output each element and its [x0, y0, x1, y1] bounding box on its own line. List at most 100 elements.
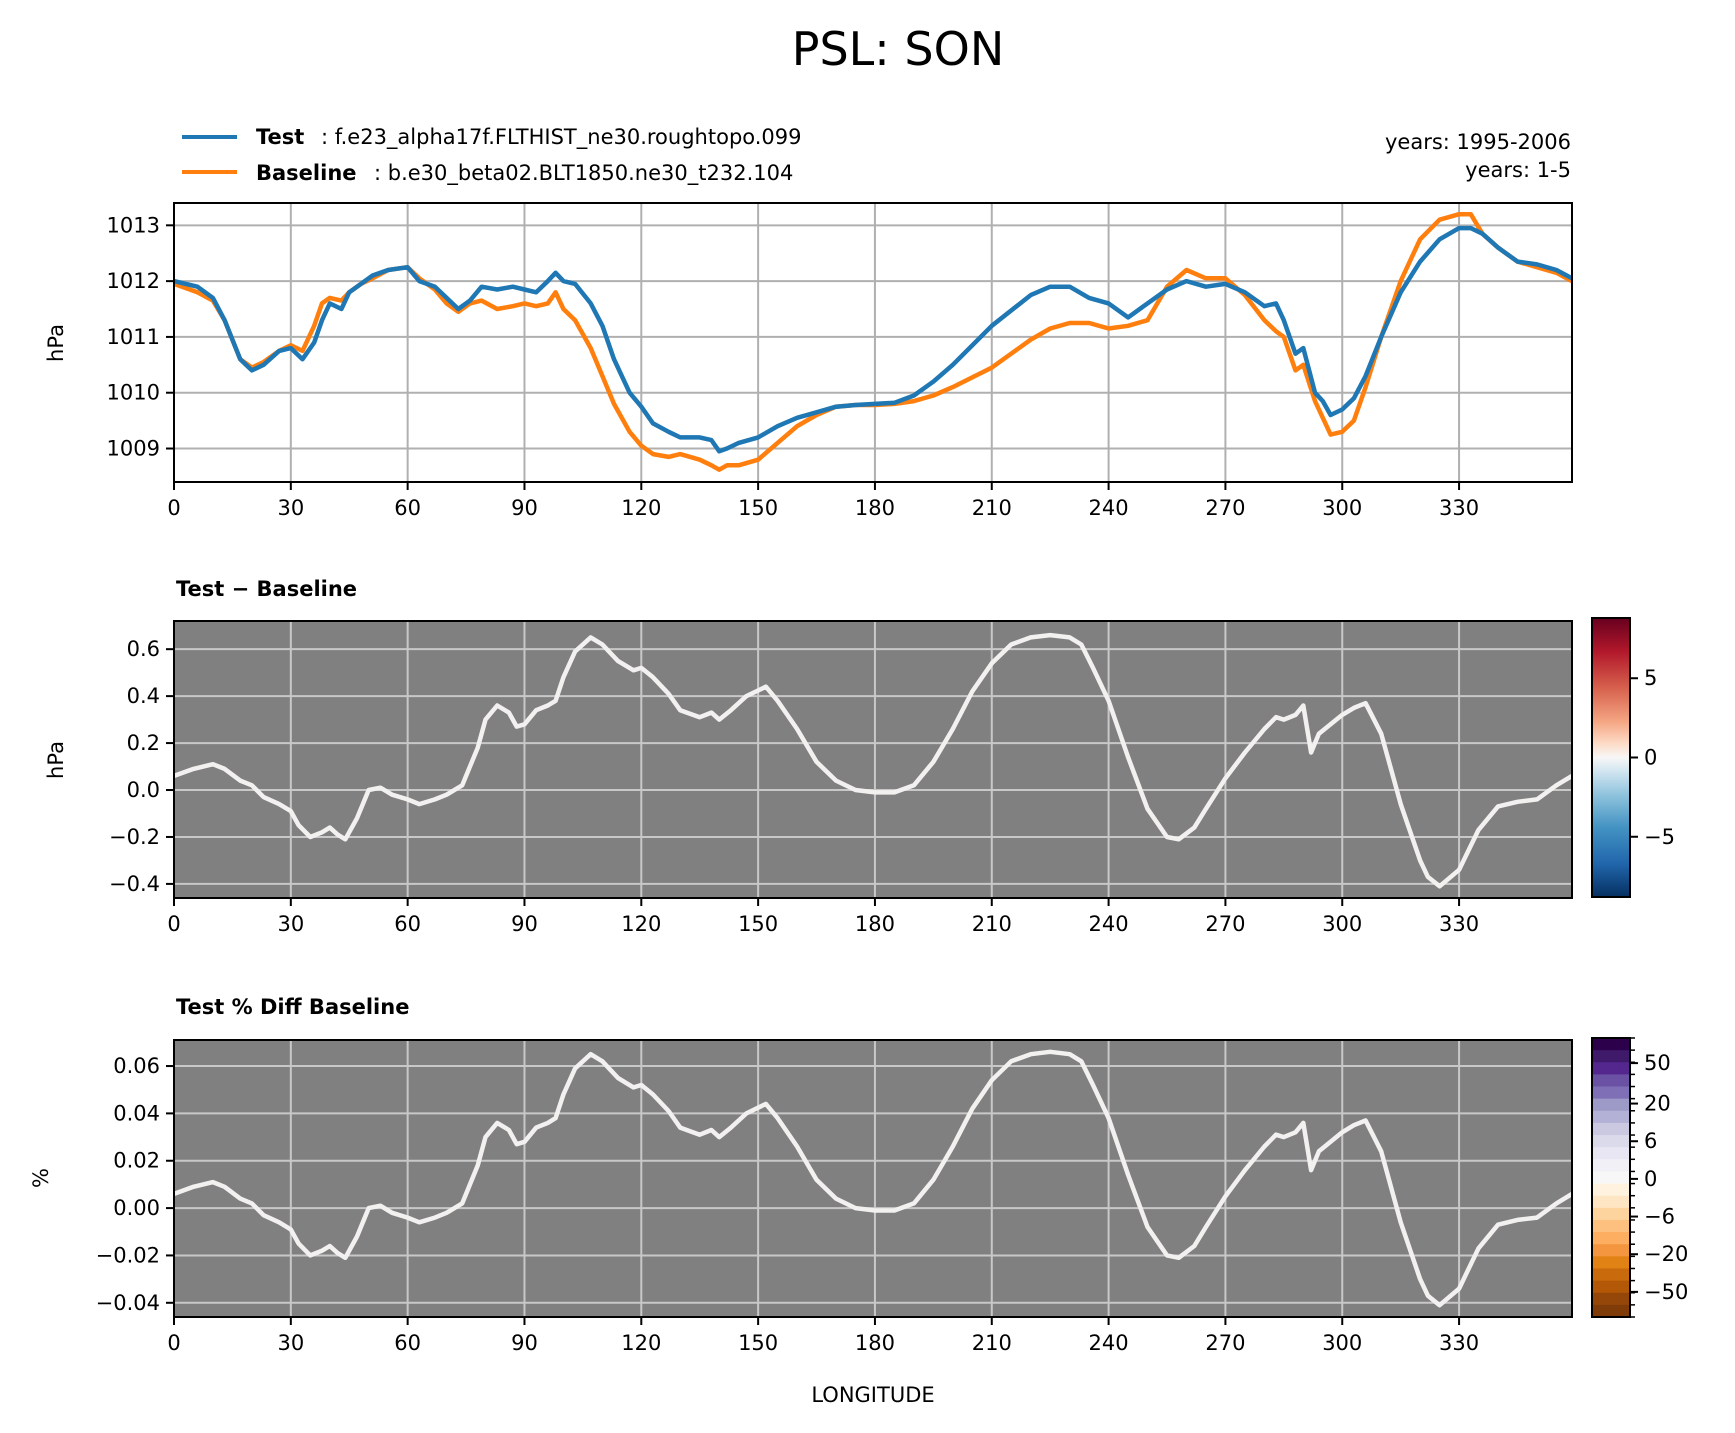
x-tick-label: 240: [1089, 496, 1129, 520]
y-tick-label: 1012: [107, 269, 160, 293]
x-tick-label: 30: [277, 912, 304, 936]
colorbar-segment: [1592, 1050, 1630, 1063]
percent-colorbar: [1592, 1038, 1630, 1318]
colorbar-segment: [1592, 1110, 1630, 1124]
panel-percent-diff-xaxis: 0 30 60 90 120 150 180 210 240 270 300 330: [167, 1317, 1479, 1355]
colorbar-segment: [1592, 1232, 1630, 1245]
x-tick-label: 210: [972, 912, 1012, 936]
legend: Test : f.e23_alpha17f.FLTHIST_ne30.rough…: [182, 125, 802, 186]
panel-percent-diff-background: [174, 1040, 1572, 1317]
difference-line: [173, 1049, 1574, 1308]
x-tick-label: 0: [167, 912, 180, 936]
x-tick-label: 150: [738, 912, 778, 936]
percent-colorbar-ticks: 50 20 6 0 −6 −20 −50: [1630, 1037, 1688, 1318]
legend-baseline-key: Baseline: [256, 161, 357, 185]
y-tick-label: 1011: [107, 325, 160, 349]
colorbar-segment: [1592, 1304, 1630, 1318]
x-tick-label: 180: [855, 912, 895, 936]
y-tick-label: 0.4: [127, 684, 160, 708]
colorbar-segment: [1592, 1098, 1630, 1112]
colorbar-tick-label: 5: [1644, 666, 1657, 690]
colorbar-tick-label: −20: [1644, 1242, 1688, 1266]
y-tick-label: 0.0: [127, 778, 160, 802]
x-tick-label: 270: [1205, 1331, 1245, 1355]
difference-line: [173, 632, 1574, 889]
colorbar-segment: [1592, 1147, 1630, 1160]
x-tick-label: 30: [277, 1331, 304, 1355]
legend-test-key: Test: [256, 125, 304, 149]
colorbar-tick-label: 50: [1644, 1051, 1671, 1075]
x-axis-label: LONGITUDE: [811, 1383, 934, 1407]
colorbar-tick-label: 6: [1644, 1129, 1657, 1153]
colorbar-segment: [1592, 1159, 1630, 1173]
x-tick-label: 240: [1089, 1331, 1129, 1355]
x-tick-label: 180: [855, 496, 895, 520]
x-tick-label: 300: [1322, 1331, 1362, 1355]
series-line-test: [173, 225, 1574, 454]
x-tick-label: 60: [394, 1331, 421, 1355]
colorbar-tick-label: 0: [1644, 1167, 1657, 1191]
panel-percent-diff-title: Test % Diff Baseline: [176, 995, 409, 1019]
panel-difference-yaxis: −0.4 −0.2 0.0 0.2 0.4 0.6: [109, 637, 174, 896]
colorbar-tick-label: 20: [1644, 1092, 1671, 1116]
colorbar-segment: [1592, 1280, 1630, 1294]
x-tick-label: 120: [621, 912, 661, 936]
panel-difference-ylabel: hPa: [44, 741, 68, 779]
y-tick-label: 0.02: [113, 1149, 160, 1173]
panel-absolute-lines: [173, 211, 1574, 472]
panel-difference-xaxis: 0 30 60 90 120 150 180 210 240 270 300 330: [167, 898, 1479, 936]
x-tick-label: 270: [1205, 912, 1245, 936]
panel-absolute-background: [174, 203, 1572, 482]
colorbar-tick-label: −6: [1644, 1205, 1675, 1229]
x-tick-label: 210: [972, 496, 1012, 520]
colorbar-segment: [1592, 1171, 1630, 1185]
x-tick-label: 0: [167, 1331, 180, 1355]
x-tick-label: 120: [621, 1331, 661, 1355]
x-tick-label: 0: [167, 496, 180, 520]
y-tick-label: 0.2: [127, 731, 160, 755]
colorbar-segment: [1592, 1074, 1630, 1088]
y-tick-label: 1013: [107, 213, 160, 237]
y-tick-label: 0.04: [113, 1101, 160, 1125]
colorbar-segment: [1592, 1207, 1630, 1221]
panel-absolute-ylabel: hPa: [44, 324, 68, 362]
x-tick-label: 180: [855, 1331, 895, 1355]
colorbar-segment: [1592, 1195, 1630, 1209]
x-tick-label: 330: [1439, 1331, 1479, 1355]
colorbar-segment: [1592, 1062, 1630, 1075]
y-tick-label: 1009: [107, 437, 160, 461]
difference-colorbar-ticks: 5 0 −5: [1630, 666, 1675, 849]
x-tick-label: 60: [394, 496, 421, 520]
years-baseline-label: years: 1-5: [1465, 158, 1571, 182]
colorbar-segment: [1592, 1086, 1630, 1100]
panel-percent-diff: Test % Diff Baseline −0.04 −0.02 0.00 0.02 0…: [29, 995, 1688, 1407]
panel-percent-diff-yaxis: −0.04 −0.02 0.00 0.02 0.04 0.06: [96, 1054, 174, 1315]
panel-percent-diff-line: [173, 1049, 1574, 1308]
colorbar-segment: [1592, 1219, 1630, 1233]
panel-difference-title: Test − Baseline: [176, 577, 357, 601]
x-tick-label: 90: [511, 496, 538, 520]
colorbar-segment: [1592, 1256, 1630, 1270]
panel-percent-diff-grid: [173, 1040, 1572, 1317]
y-tick-label: −0.2: [109, 825, 160, 849]
x-tick-label: 210: [972, 1331, 1012, 1355]
legend-test-name: : f.e23_alpha17f.FLTHIST_ne30.roughtopo.…: [321, 125, 802, 150]
colorbar-segment: [1592, 1122, 1630, 1136]
percent-colorbar-frame: [1591, 1037, 1631, 1318]
panel-absolute-grid: [173, 203, 1572, 482]
figure-title: PSL: SON: [792, 22, 1005, 76]
y-tick-label: −0.04: [96, 1291, 160, 1315]
x-tick-label: 30: [277, 496, 304, 520]
difference-colorbar: [1591, 617, 1631, 898]
x-tick-label: 90: [511, 1331, 538, 1355]
panel-difference-background: [174, 621, 1572, 898]
x-tick-label: 240: [1089, 912, 1129, 936]
panel-absolute: 1009 1010 1011 1012 1013 0 30 60 90 120 150 180 210…: [44, 202, 1574, 520]
panel-absolute-xaxis: 0 30 60 90 120 150 180 210 240 270 300 330: [167, 482, 1479, 520]
panel-percent-diff-frame: [173, 1039, 1573, 1318]
y-tick-label: 0.6: [127, 637, 160, 661]
years-test-label: years: 1995-2006: [1385, 130, 1571, 154]
colorbar-segment: [1592, 1244, 1630, 1257]
legend-baseline-name: : b.e30_beta02.BLT1850.ne30_t232.104: [374, 161, 793, 186]
